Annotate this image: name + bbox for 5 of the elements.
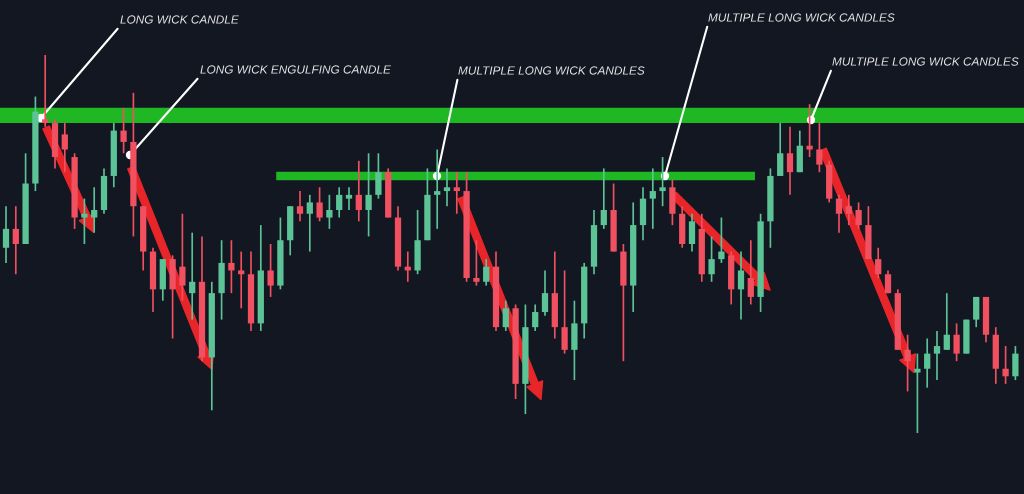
text: LONG WICK CANDLE — [120, 15, 239, 24]
annotation: LONG WICK ENGULFING CANDLE — [200, 65, 391, 74]
annotation: MULTIPLE LONG WICK CANDLES — [832, 57, 1019, 66]
annotation: MULTIPLE LONG WICK CANDLES — [458, 66, 645, 75]
text: MULTIPLE LONG WICK CANDLES — [708, 13, 895, 22]
